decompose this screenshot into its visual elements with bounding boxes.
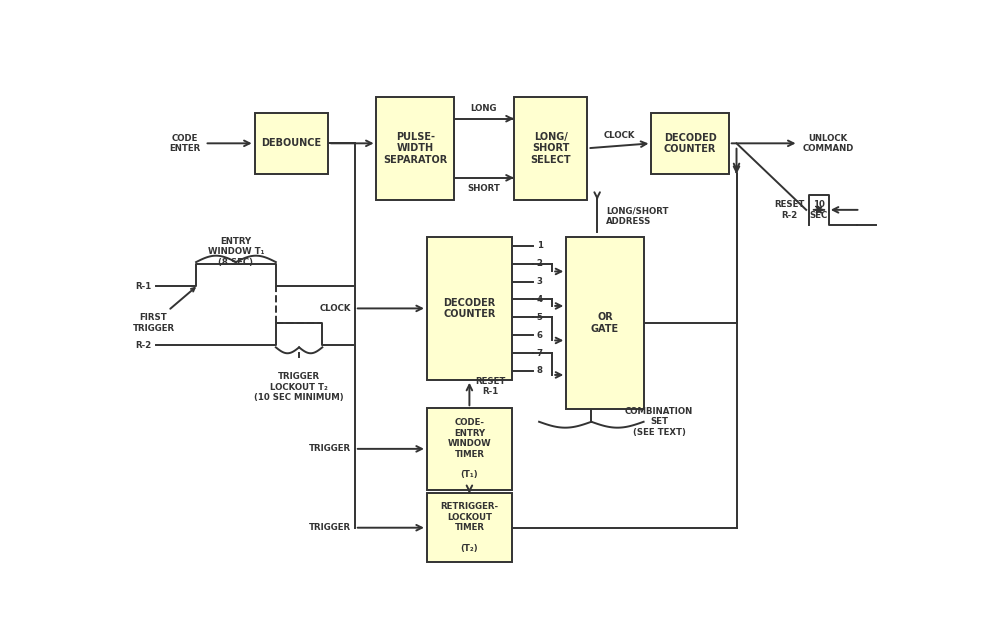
Bar: [255, 113, 328, 174]
Text: COMBINATION
SET
(SEE TEXT): COMBINATION SET (SEE TEXT): [625, 407, 693, 436]
Text: 3: 3: [536, 277, 542, 286]
Text: FIRST
TRIGGER: FIRST TRIGGER: [133, 288, 195, 333]
Text: 4: 4: [536, 295, 542, 304]
Text: CLOCK: CLOCK: [603, 131, 635, 140]
Text: DEBOUNCE: DEBOUNCE: [262, 138, 322, 148]
Text: OR
GATE: OR GATE: [590, 312, 619, 334]
Text: 6: 6: [536, 331, 542, 340]
Bar: [513, 97, 587, 200]
Text: LONG/
SHORT
SELECT: LONG/ SHORT SELECT: [530, 132, 571, 165]
Text: DECODER
COUNTER: DECODER COUNTER: [444, 298, 496, 319]
Text: 1: 1: [536, 241, 542, 250]
Text: ENTRY
WINDOW T₁
(8 SEC): ENTRY WINDOW T₁ (8 SEC): [208, 237, 264, 267]
Text: R-1: R-1: [136, 282, 152, 291]
Text: CLOCK: CLOCK: [320, 304, 351, 313]
Bar: [427, 408, 512, 490]
Bar: [651, 113, 728, 174]
Text: 2: 2: [536, 259, 542, 268]
Text: LONG: LONG: [471, 104, 498, 113]
Text: 5: 5: [536, 313, 542, 322]
Text: TRIGGER: TRIGGER: [309, 524, 351, 532]
Text: DECODED
COUNTER: DECODED COUNTER: [663, 132, 716, 154]
Text: TRIGGER: TRIGGER: [309, 444, 351, 453]
Text: CODE
ENTER: CODE ENTER: [170, 134, 201, 153]
Text: 8: 8: [536, 367, 542, 376]
Bar: [427, 237, 512, 380]
Text: LONG/SHORT
ADDRESS: LONG/SHORT ADDRESS: [606, 206, 669, 226]
Text: RESET
R-2: RESET R-2: [774, 200, 804, 220]
Text: SHORT: SHORT: [468, 184, 500, 193]
Text: UNLOCK
COMMAND: UNLOCK COMMAND: [802, 134, 854, 153]
Bar: [566, 237, 643, 410]
Text: RESET
R-1: RESET R-1: [476, 377, 505, 396]
Bar: [377, 97, 454, 200]
Text: 10
SEC: 10 SEC: [810, 200, 828, 220]
Text: R-2: R-2: [136, 341, 152, 350]
Text: 7: 7: [536, 349, 542, 358]
Text: PULSE-
WIDTH
SEPARATOR: PULSE- WIDTH SEPARATOR: [383, 132, 448, 165]
Text: RETRIGGER-
LOCKOUT
TIMER

(T₂): RETRIGGER- LOCKOUT TIMER (T₂): [441, 502, 499, 553]
Bar: [427, 493, 512, 562]
Text: TRIGGER
LOCKOUT T₂
(10 SEC MINIMUM): TRIGGER LOCKOUT T₂ (10 SEC MINIMUM): [255, 372, 344, 403]
Text: CODE-
ENTRY
WINDOW
TIMER

(T₁): CODE- ENTRY WINDOW TIMER (T₁): [448, 419, 492, 479]
